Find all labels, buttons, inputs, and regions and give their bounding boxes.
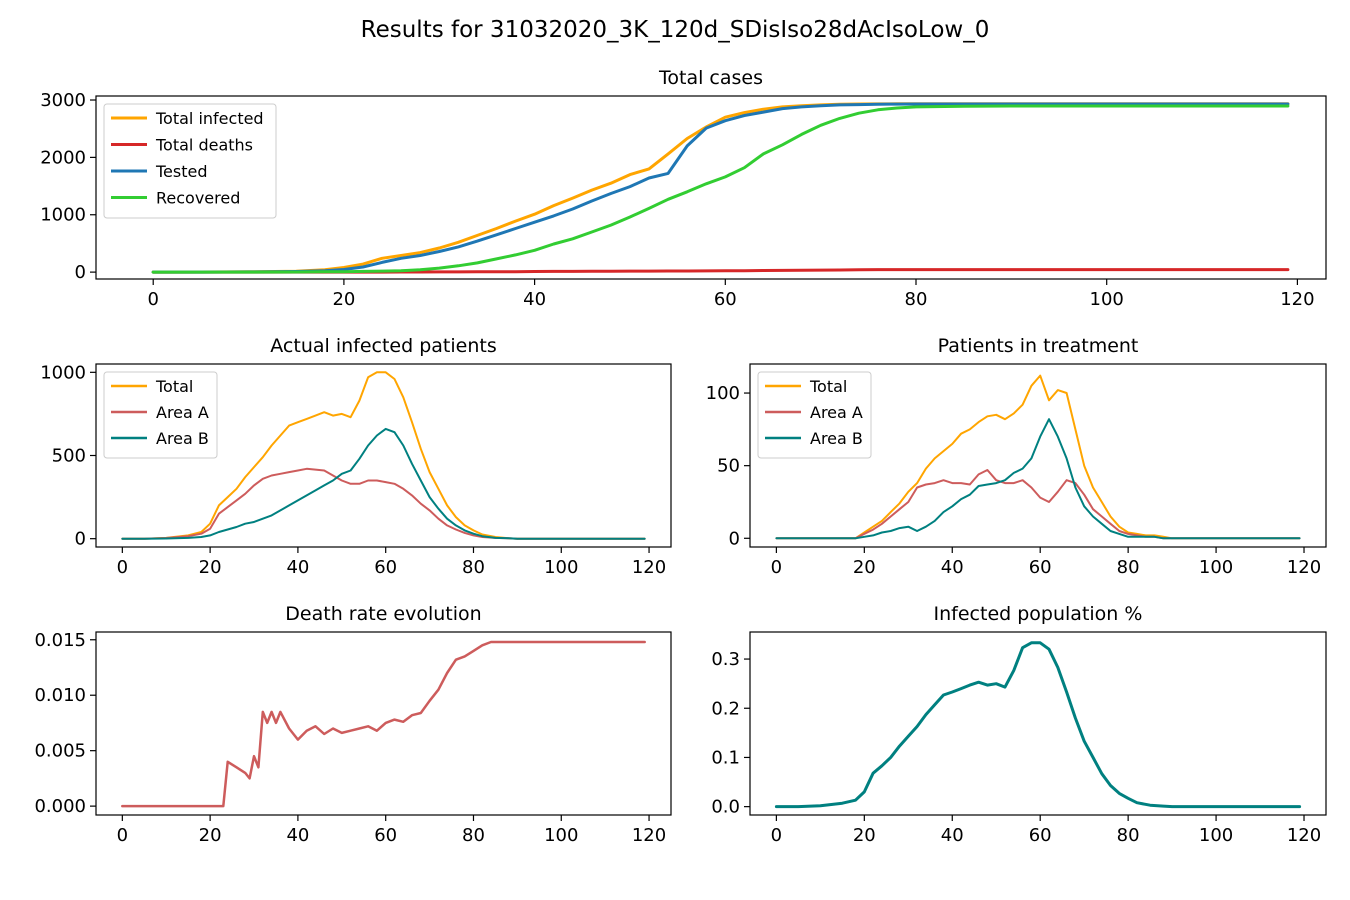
y-tick-label: 50	[717, 456, 740, 477]
legend-label: Tested	[155, 162, 208, 181]
y-tick-label: 0.2	[711, 698, 740, 719]
axes-frame	[95, 95, 1327, 280]
x-tick-label: 20	[853, 825, 876, 846]
legend-label: Total infected	[155, 109, 264, 128]
y-tick-label: 2000	[40, 147, 86, 168]
x-tick-label: 80	[1117, 825, 1140, 846]
x-tick-label: 40	[523, 289, 546, 310]
x-tick-label: 0	[147, 289, 158, 310]
y-tick-label: 0.015	[34, 630, 86, 651]
legend-label: Total	[155, 377, 193, 396]
legend: Total Area A Area B	[757, 371, 872, 459]
x-tick-label: 60	[374, 825, 397, 846]
x-tick-label: 20	[199, 825, 222, 846]
y-tick-label: 0.005	[34, 741, 86, 762]
x-tick-label: 20	[199, 557, 222, 578]
x-tick-label: 120	[632, 557, 666, 578]
legend-box	[103, 103, 277, 219]
y-tick-label: 100	[706, 383, 740, 404]
x-tick-label: 120	[1280, 289, 1314, 310]
series-line-2	[151, 102, 1290, 274]
legend-label: Area A	[156, 403, 209, 422]
x-tick-label: 0	[117, 557, 128, 578]
x-tick-label: 100	[1199, 557, 1233, 578]
series-line-1	[775, 469, 1301, 540]
legend-label: Area B	[156, 429, 209, 448]
y-tick-label: 0.010	[34, 685, 86, 706]
x-tick-label: 20	[853, 557, 876, 578]
x-tick-label: 100	[544, 825, 578, 846]
axes-frame	[749, 631, 1327, 816]
x-tick-label: 100	[1090, 289, 1124, 310]
x-tick-label: 40	[941, 557, 964, 578]
series-line-1	[121, 467, 646, 540]
legend-label: Total deaths	[155, 136, 253, 155]
y-tick-label: 0	[729, 528, 740, 549]
axes-frame	[95, 631, 672, 816]
x-tick-label: 0	[117, 825, 128, 846]
total-cases-chart: Total cases 0 20 40 60 80 100 120 0 1000 2000 3000 T…	[40, 67, 1327, 310]
x-tick-label: 100	[1199, 825, 1233, 846]
y-tick-label: 0.000	[34, 796, 86, 817]
chart-title: Actual infected patients	[270, 335, 496, 357]
series-line-2	[121, 427, 646, 540]
chart-title: Infected population %	[934, 603, 1143, 625]
x-tick-label: 80	[462, 825, 485, 846]
x-tick-label: 40	[286, 825, 309, 846]
x-tick-label: 120	[632, 825, 666, 846]
x-tick-label: 80	[905, 289, 928, 310]
x-tick-label: 100	[544, 557, 578, 578]
infected-pct-chart: Infected population % 0 20 40 60 80 100 120 0.0 0…	[711, 603, 1327, 846]
x-tick-label: 80	[1117, 557, 1140, 578]
series-line-2	[775, 418, 1301, 540]
legend-label: Total	[809, 377, 847, 396]
legend: Total infected Total deaths Tested Recovere…	[103, 103, 277, 219]
y-tick-label: 0.0	[711, 797, 740, 818]
actual-infected-chart: Actual infected patients 0 20 40 60 80 100 120 0…	[40, 335, 672, 578]
x-tick-label: 120	[1287, 825, 1321, 846]
legend: Total Area A Area B	[103, 371, 218, 459]
axes-frame	[749, 363, 1327, 548]
chart-title: Total cases	[658, 67, 763, 89]
y-tick-label: 3000	[40, 90, 86, 111]
chart-title: Death rate evolution	[285, 603, 481, 625]
x-tick-label: 60	[1029, 825, 1052, 846]
x-tick-label: 60	[714, 289, 737, 310]
legend-box	[103, 371, 218, 459]
legend-label: Recovered	[156, 189, 240, 208]
legend-label: Area B	[810, 429, 863, 448]
y-tick-label: 0.3	[711, 649, 740, 670]
x-tick-label: 60	[1029, 557, 1052, 578]
y-tick-label: 500	[52, 446, 86, 467]
x-tick-label: 0	[771, 825, 782, 846]
series-line-0	[775, 374, 1301, 540]
x-tick-label: 40	[941, 825, 964, 846]
series-line-3	[151, 104, 1290, 274]
series-line-0	[121, 640, 646, 808]
legend-label: Area A	[810, 403, 863, 422]
series-line-0	[121, 371, 646, 540]
x-tick-label: 40	[286, 557, 309, 578]
chart-title: Patients in treatment	[938, 335, 1139, 357]
x-tick-label: 120	[1287, 557, 1321, 578]
death-rate-chart: Death rate evolution 0 20 40 60 80 100 120 0.000…	[34, 603, 672, 846]
series-line-0	[151, 102, 1290, 274]
x-tick-label: 80	[462, 557, 485, 578]
figure-title: Results for 31032020_3K_120d_SDisIso28dA…	[361, 17, 990, 43]
y-tick-label: 1000	[40, 362, 86, 383]
series-line-0	[774, 641, 1302, 809]
x-tick-label: 20	[332, 289, 355, 310]
x-tick-label: 0	[771, 557, 782, 578]
in-treatment-chart: Patients in treatment 0 20 40 60 80 100 120 0 50 1…	[706, 335, 1327, 578]
x-tick-label: 60	[374, 557, 397, 578]
y-tick-label: 0.1	[711, 747, 740, 768]
y-tick-label: 0	[75, 529, 86, 550]
y-tick-label: 0	[75, 262, 86, 283]
legend-box	[757, 371, 872, 459]
y-tick-label: 1000	[40, 205, 86, 226]
